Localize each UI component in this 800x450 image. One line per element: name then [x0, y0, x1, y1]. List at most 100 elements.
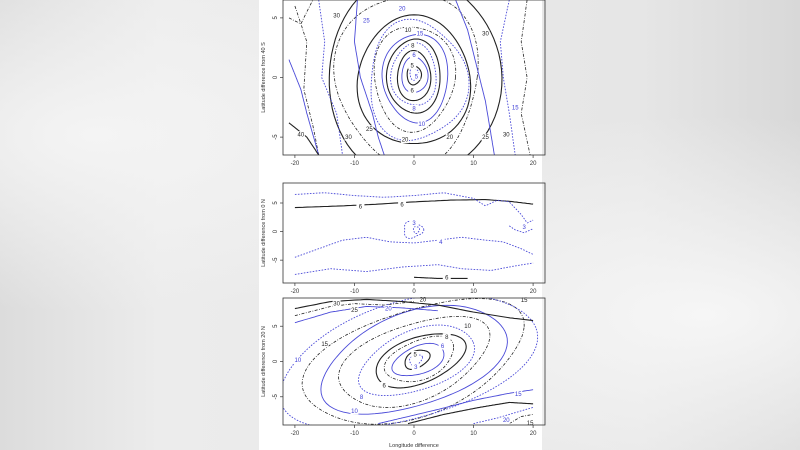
contour-label-bg [350, 407, 359, 415]
contour-level-label: 8 [445, 335, 449, 341]
contour-level-label: 10 [351, 409, 358, 415]
contour-black-dashed-16 [509, 414, 534, 424]
contour-level-label: 6 [383, 383, 387, 389]
x-tick-label: -20 [291, 431, 300, 437]
contour-label-bg [411, 363, 420, 371]
y-axis-label: Latitude difference from 0 N [261, 199, 267, 267]
contour-lines [283, 298, 539, 425]
contour-label-bg [404, 26, 413, 34]
x-tick-label: 10 [470, 161, 477, 167]
contour-label-bg [511, 103, 520, 111]
contour-black-solid-10 [328, 0, 503, 155]
y-tick-label: 5 [273, 201, 279, 205]
contour-black-dashed-7 [373, 26, 457, 133]
contour-label-bg [481, 29, 490, 37]
contour-blue-dashed-14 [318, 0, 343, 155]
contour-blue-solid-13 [455, 0, 495, 155]
x-tick-label: 0 [412, 289, 416, 295]
contour-level-label: 15 [515, 392, 522, 398]
contour-black-solid-0 [406, 65, 423, 86]
contour-level-label: 10 [418, 122, 425, 128]
contour-level-label: 15 [527, 421, 534, 427]
contour-black-solid-0 [404, 349, 431, 370]
contour-black-solid-6 [414, 276, 468, 279]
x-tick-label: -20 [291, 161, 300, 167]
contour-level-label: 30 [333, 302, 340, 308]
contour-label-bg [463, 322, 472, 330]
y-tick-label: -5 [273, 257, 279, 263]
contour-blue-dashed-15 [499, 0, 516, 155]
contour-level-label: 20 [503, 418, 510, 424]
contour-level-label: 8 [411, 43, 415, 49]
contour-black-dashed-8 [301, 298, 525, 425]
contour-label-bg [438, 342, 447, 350]
contour-label-bg [365, 125, 374, 133]
x-tick-label: 20 [530, 161, 537, 167]
contour-label-bg [410, 51, 418, 59]
x-tick-label: 20 [530, 431, 537, 437]
contour-label-bg [436, 238, 445, 246]
contour-label-bg [415, 29, 424, 37]
contour-label-bg [401, 136, 410, 143]
contour-blue-dashed-15 [473, 406, 534, 425]
contour-blue-dashed-3 [412, 226, 421, 235]
contour-level-label: 5 [411, 64, 415, 70]
contour-level-label: 3 [412, 221, 416, 227]
contour-level-label: 25 [363, 18, 370, 24]
x-tick-label: 10 [470, 289, 477, 295]
contour-label-bg [398, 201, 407, 209]
contour-level-label: 5 [415, 74, 419, 80]
y-tick-label: -5 [273, 393, 279, 399]
contour-label-bg [502, 131, 511, 139]
contour-level-label: 30 [345, 135, 352, 141]
contour-level-label: 20 [420, 297, 427, 303]
contour-level-label: 6 [411, 89, 415, 95]
contour-level-label: 3 [522, 225, 526, 231]
contour-label-bg [344, 133, 353, 141]
contour-level-label: 25 [366, 127, 373, 133]
contour-blue-solid-2 [401, 56, 429, 94]
contour-label-bg [362, 16, 371, 24]
contour-label-bg [380, 381, 389, 389]
contour-label-bg [514, 390, 523, 398]
y-tick-label: 5 [273, 324, 279, 328]
contour-level-label: 6 [412, 53, 416, 59]
contour-level-label: 10 [295, 358, 302, 364]
contour-level-label: 10 [405, 28, 412, 34]
contour-blue-dashed-9 [370, 18, 470, 141]
contour-black-dashed-16 [294, 5, 320, 155]
contour-label-bg [502, 416, 511, 424]
contour-level-label: 40 [298, 133, 305, 139]
contour-blue-dashed-4 [390, 42, 437, 106]
contour-black-solid-14 [407, 401, 534, 425]
contour-black-dashed-20 [288, 0, 314, 25]
contour-level-label: 20 [385, 307, 392, 313]
contour-label-bg [356, 202, 365, 210]
y-tick-label: 0 [273, 75, 279, 79]
contour-level-label: 30 [503, 133, 510, 139]
contour-blue-solid-12 [354, 0, 385, 155]
contour-label-bg [417, 120, 426, 128]
y-tick-label: -5 [273, 134, 279, 140]
contour-lines [294, 192, 534, 279]
contour-blue-solid-6 [381, 33, 449, 124]
y-tick-label: 0 [273, 229, 279, 233]
contour-lines [288, 0, 531, 155]
contour-label-bg [481, 133, 490, 141]
contour-label-bg [410, 105, 418, 112]
contour-level-label: 6 [445, 275, 449, 281]
contour-black-solid-0 [294, 199, 534, 209]
contour-black-solid-8 [356, 14, 472, 145]
contour-level-label: 25 [351, 308, 358, 314]
contour-blue-dashed-4 [294, 236, 534, 258]
contour-label-bg [526, 419, 535, 427]
contour-label-bg [408, 62, 417, 70]
contour-blue-dashed-1 [294, 192, 534, 224]
contour-level-label: 15 [521, 298, 528, 304]
contour-label-bg [410, 219, 418, 227]
y-axis-label: Latitude difference from 40 S [261, 42, 267, 113]
contour-level-label: 5 [414, 352, 418, 358]
x-tick-label: 20 [530, 289, 537, 295]
